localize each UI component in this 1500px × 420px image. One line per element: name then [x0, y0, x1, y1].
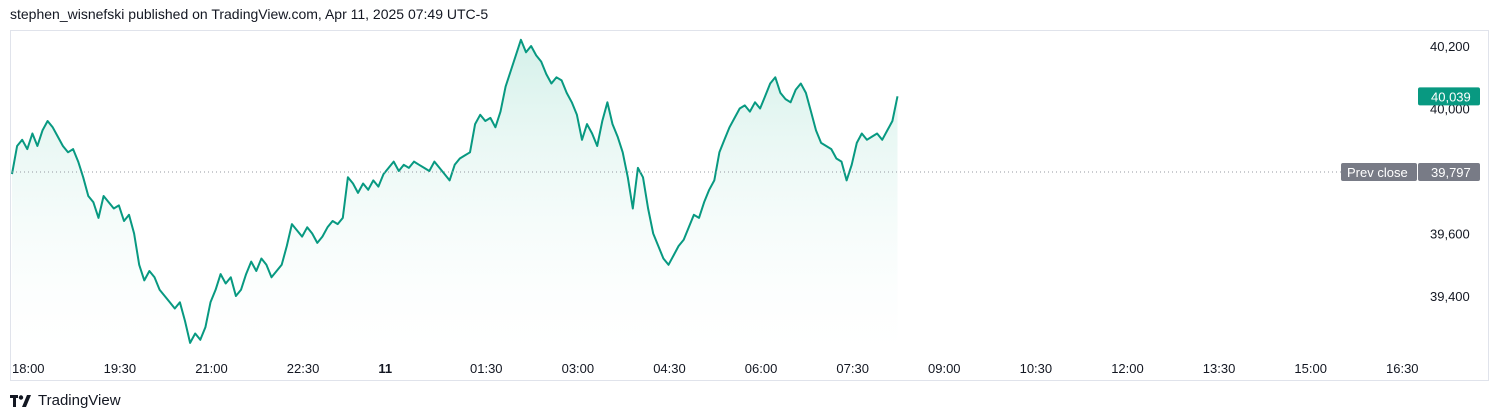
last-price-label: 40,039: [1431, 89, 1471, 104]
x-tick-label: 19:30: [104, 361, 137, 376]
x-tick-label: 03:00: [562, 361, 595, 376]
plot-area: [11, 38, 899, 352]
x-tick-label: 06:00: [745, 361, 778, 376]
y-tick-label: 40,200: [1430, 39, 1470, 54]
x-tick-label: 22:30: [287, 361, 320, 376]
x-tick-label: 07:30: [836, 361, 869, 376]
x-tick-label: 09:00: [928, 361, 961, 376]
x-tick-label: 10:30: [1020, 361, 1053, 376]
x-tick-label: 15:00: [1294, 361, 1327, 376]
x-tick-label: 12:00: [1111, 361, 1144, 376]
footer-brand[interactable]: TradingView: [38, 392, 121, 409]
y-tick-label: 39,600: [1430, 227, 1470, 242]
prev-close-value: 39,797: [1431, 165, 1471, 180]
time-axis[interactable]: 18:00 19:30 21:00 22:30 11 01:30 03:00 04:30 06:…: [12, 361, 1419, 376]
x-tick-label: 16:30: [1386, 361, 1419, 376]
x-tick-label: 13:30: [1203, 361, 1236, 376]
prev-close-text: Prev close: [1347, 165, 1408, 180]
x-tick-label: 21:00: [195, 361, 228, 376]
chart-frame[interactable]: 40,200 40,000 39,600 39,400 18:00 19:30 21:00…: [10, 30, 1489, 381]
x-tick-label: 18:00: [12, 361, 45, 376]
price-line: [11, 38, 899, 344]
y-tick-label: 39,400: [1430, 289, 1470, 304]
last-price-badge: [1418, 87, 1480, 106]
x-tick-label: 01:30: [470, 361, 503, 376]
price-badges: 40,039 Prev close 39,797: [1341, 87, 1480, 181]
publish-line: stephen_wisnefski published on TradingVi…: [10, 6, 489, 22]
prev-close-value-badge: [1418, 162, 1480, 181]
area-fill: [12, 39, 898, 352]
x-tick-label: 04:30: [653, 361, 686, 376]
footer: TradingView: [10, 392, 121, 409]
prev-close-text-badge: [1341, 162, 1417, 181]
tradingview-logo-icon[interactable]: [10, 394, 32, 408]
x-tick-label: 11: [378, 361, 392, 376]
